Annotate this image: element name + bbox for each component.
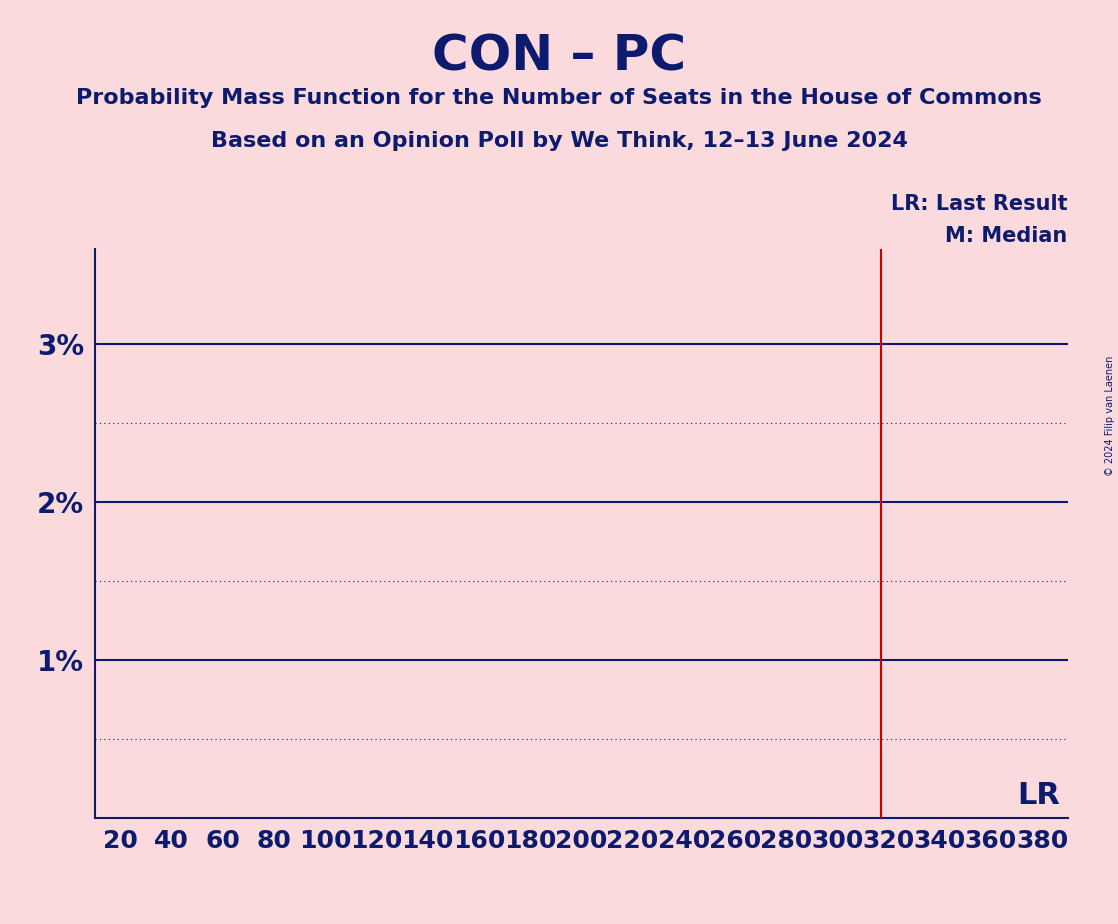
Text: LR: LR <box>1017 781 1060 809</box>
Text: © 2024 Filip van Laenen: © 2024 Filip van Laenen <box>1105 356 1115 476</box>
Text: Probability Mass Function for the Number of Seats in the House of Commons: Probability Mass Function for the Number… <box>76 88 1042 108</box>
Text: CON – PC: CON – PC <box>432 32 686 80</box>
Text: LR: Last Result: LR: Last Result <box>891 194 1068 214</box>
Text: Based on an Opinion Poll by We Think, 12–13 June 2024: Based on an Opinion Poll by We Think, 12… <box>210 131 908 152</box>
Text: M: Median: M: Median <box>946 226 1068 247</box>
